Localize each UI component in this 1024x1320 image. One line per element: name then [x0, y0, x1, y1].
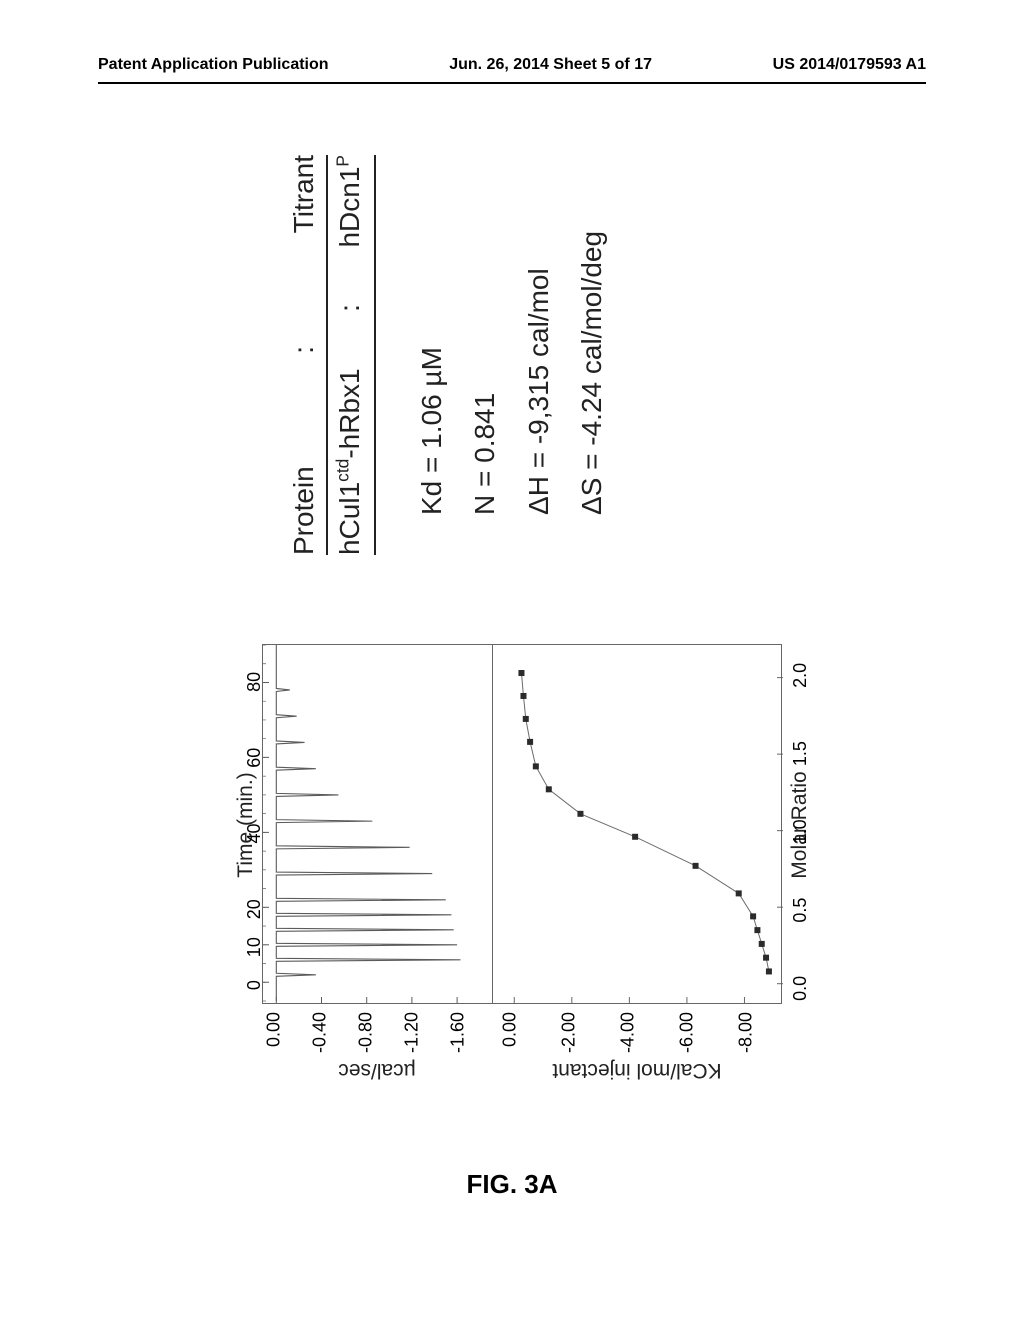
n-value: N = 0.841: [463, 155, 506, 515]
bottom-x-tick: 0.5: [790, 898, 811, 923]
charts-area: Time (min.) µcal/sec KCal/mol injectant …: [192, 580, 832, 1100]
header-rule: [98, 82, 926, 84]
bottom-x-tick: 1.5: [790, 741, 811, 766]
titrant-value: hDcn1P: [328, 155, 371, 248]
colon: :: [282, 346, 325, 354]
top-x-tick: 0: [244, 980, 265, 990]
figure-caption: FIG. 3A: [466, 1169, 557, 1200]
top-x-tick: 10: [244, 937, 265, 957]
colon2: :: [328, 304, 371, 312]
thermogram-plot: [262, 644, 492, 1004]
top-y-tick: 0.00: [263, 1012, 284, 1047]
top-y-tick: -0.40: [309, 1012, 330, 1053]
bottom-y-tick: -2.00: [558, 1012, 579, 1053]
header-left: Patent Application Publication: [98, 56, 329, 74]
dh-value: ΔH = -9,315 cal/mol: [517, 155, 560, 515]
results-panel: Protein : Titrant hCul1ctd-hRbx1 : hDcn1…: [282, 155, 617, 555]
ds-value: ΔS = -4.24 cal/mol/deg: [570, 155, 613, 515]
protein-value: hCul1ctd-hRbx1: [328, 368, 371, 555]
bottom-y-tick: -8.00: [736, 1012, 757, 1053]
thermogram-svg: [263, 643, 493, 1003]
isotherm-plot: [492, 644, 782, 1004]
bottom-x-tick: 1.0: [790, 819, 811, 844]
isotherm-svg: [493, 643, 783, 1003]
header-center: Jun. 26, 2014 Sheet 5 of 17: [449, 56, 652, 74]
titrant-header: Titrant: [282, 155, 325, 233]
kd-value: Kd = 1.06 µM: [410, 155, 453, 515]
bottom-x-tick: 0.0: [790, 976, 811, 1001]
bottom-y-tick: 0.00: [499, 1012, 520, 1047]
bottom-y-axis-title: KCal/mol injectant: [552, 1058, 721, 1082]
figure-container: Time (min.) µcal/sec KCal/mol injectant …: [98, 140, 926, 1100]
top-x-tick: 60: [244, 748, 265, 768]
bottom-y-tick: -6.00: [677, 1012, 698, 1053]
top-y-tick: -1.60: [447, 1012, 468, 1053]
protein-header: Protein: [282, 466, 325, 555]
top-y-tick: -0.80: [355, 1012, 376, 1053]
bottom-x-tick: 2.0: [790, 663, 811, 688]
top-y-tick: -1.20: [401, 1012, 422, 1053]
bottom-y-tick: -4.00: [618, 1012, 639, 1053]
top-x-tick: 40: [244, 823, 265, 843]
header-right: US 2014/0179593 A1: [773, 56, 926, 74]
top-x-tick: 80: [244, 672, 265, 692]
top-x-tick: 20: [244, 899, 265, 919]
top-y-axis-title: µcal/sec: [338, 1058, 415, 1082]
